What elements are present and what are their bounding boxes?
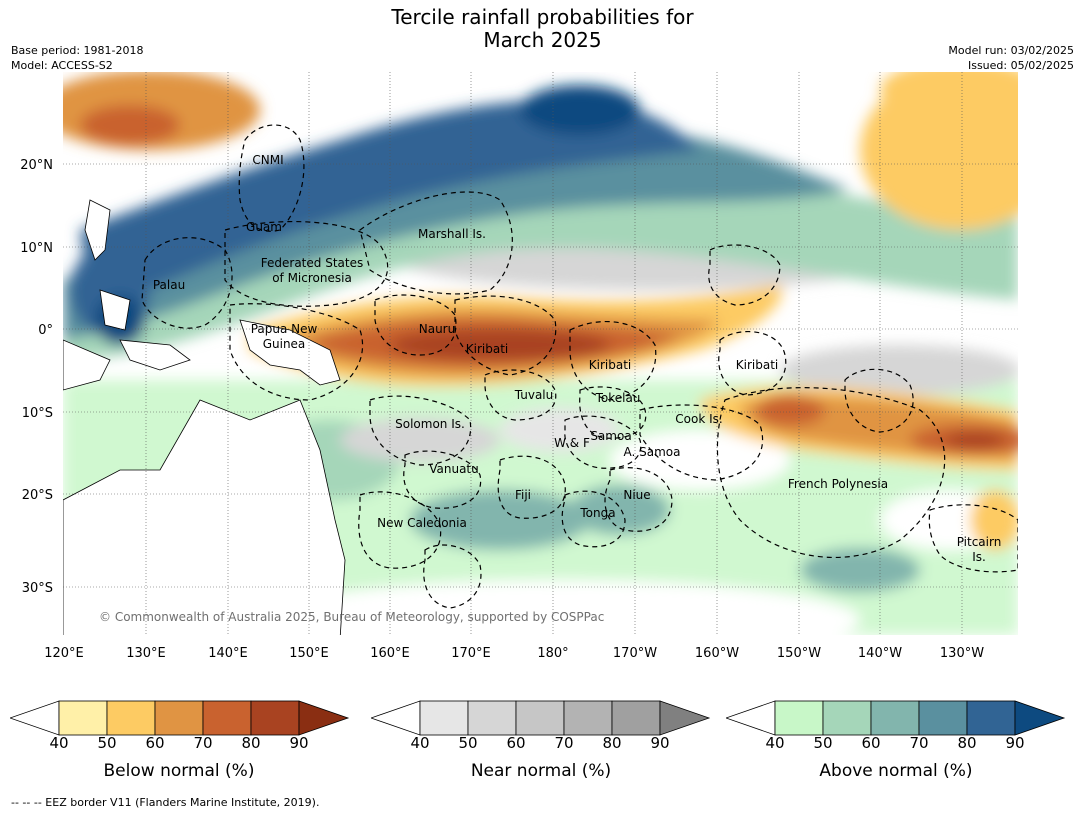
tick-label: 80 <box>957 734 977 752</box>
below-normal-colorbar <box>10 700 350 736</box>
lon-label: 150°E <box>289 646 329 661</box>
lat-label: 20°S <box>22 488 53 503</box>
longitude-labels: 120°E 130°E 140°E 150°E 160°E 170°E 180°… <box>44 646 984 661</box>
meta-right: Model run: 03/02/2025 Issued: 05/02/2025 <box>948 43 1074 73</box>
region-label: CNMI <box>252 153 283 167</box>
tick-label: 50 <box>458 734 478 752</box>
gridlines <box>63 72 1018 635</box>
lat-label: 0° <box>38 323 53 338</box>
lat-label: 20°N <box>20 158 53 173</box>
tick-label: 60 <box>145 734 165 752</box>
tick-label: 80 <box>602 734 622 752</box>
model-text: Model: ACCESS-S2 <box>11 59 113 72</box>
region-label: Fiji <box>515 488 531 502</box>
region-label: Nauru <box>419 322 455 336</box>
tick-label: 60 <box>506 734 526 752</box>
region-label: Niue <box>623 488 650 502</box>
lat-label: 10°S <box>22 406 53 421</box>
base-period-text: Base period: 1981-2018 <box>11 44 144 57</box>
region-label: Pitcairn <box>957 535 1002 549</box>
region-label: Vanuatu <box>429 462 479 476</box>
lon-label: 180° <box>537 646 568 661</box>
region-label: Palau <box>153 278 185 292</box>
copyright-credit: © Commonwealth of Australia 2025, Bureau… <box>99 610 604 624</box>
lat-label: 10°N <box>20 241 53 256</box>
region-label: Guinea <box>263 337 306 351</box>
tick-label: 60 <box>861 734 881 752</box>
region-label: Guam <box>246 220 282 234</box>
region-label: French Polynesia <box>788 477 888 491</box>
region-label: Papua New <box>251 322 318 336</box>
lon-label: 160°E <box>370 646 410 661</box>
lon-label: 140°W <box>858 646 902 661</box>
title-line-1: Tercile rainfall probabilities for <box>391 5 694 29</box>
above-normal-colorbar <box>726 700 1066 736</box>
region-label: Solomon Is. <box>395 417 465 431</box>
region-label: Kiribati <box>736 358 778 372</box>
lon-label: 170°W <box>613 646 657 661</box>
eez-borders <box>141 124 1018 609</box>
lon-label: 130°W <box>940 646 984 661</box>
lon-label: 140°E <box>208 646 248 661</box>
eez-footnote: -- -- -- EEZ border V11 (Flanders Marine… <box>11 796 320 809</box>
region-label: Tonga <box>579 506 615 520</box>
region-label: of Micronesia <box>272 271 352 285</box>
region-label: Cook Is. <box>675 412 722 426</box>
issued-text: Issued: 05/02/2025 <box>967 59 1074 72</box>
region-label: New Caledonia <box>377 516 467 530</box>
region-label: Tokelau <box>595 391 641 405</box>
tick-label: 70 <box>909 734 929 752</box>
region-label: Kiribati <box>589 358 631 372</box>
tick-label: 90 <box>289 734 309 752</box>
region-labels: CNMI Guam Marshall Is. Federated States … <box>153 153 1001 564</box>
region-label: Kiribati <box>466 342 508 356</box>
region-label: W & F <box>554 436 590 450</box>
tick-label: 40 <box>49 734 69 752</box>
tick-label: 40 <box>765 734 785 752</box>
region-label: A. Samoa <box>624 445 681 459</box>
tick-label: 50 <box>813 734 833 752</box>
near-normal-colorbar <box>371 700 711 736</box>
latitude-labels: 20°N 10°N 0° 10°S 20°S 30°S <box>20 158 53 596</box>
above-normal-label: Above normal (%) <box>819 761 973 781</box>
tick-label: 80 <box>241 734 261 752</box>
lon-label: 160°W <box>695 646 739 661</box>
lon-label: 130°E <box>126 646 166 661</box>
title-line-2: March 2025 <box>483 28 602 52</box>
tick-label: 70 <box>554 734 574 752</box>
tick-label: 40 <box>410 734 430 752</box>
rainfall-probability-map: 20°N 10°N 0° 10°S 20°S 30°S 120°E 130°E … <box>20 72 1018 661</box>
tick-label: 90 <box>650 734 670 752</box>
tick-label: 70 <box>193 734 213 752</box>
model-run-text: Model run: 03/02/2025 <box>948 44 1074 57</box>
tick-label: 50 <box>97 734 117 752</box>
land-outlines <box>63 199 346 635</box>
region-label: Is. <box>972 550 986 564</box>
lat-label: 30°S <box>22 581 53 596</box>
near-normal-label: Near normal (%) <box>470 761 612 781</box>
map-title: Tercile rainfall probabilities for March… <box>0 6 1085 52</box>
region-label: Tuvalu <box>514 388 554 402</box>
region-label: Federated States <box>261 256 363 270</box>
lon-label: 120°E <box>44 646 84 661</box>
meta-left: Base period: 1981-2018 Model: ACCESS-S2 <box>11 43 143 73</box>
region-label: Marshall Is. <box>418 227 486 241</box>
lon-label: 170°E <box>451 646 491 661</box>
below-normal-label: Below normal (%) <box>103 761 255 781</box>
tick-label: 90 <box>1005 734 1025 752</box>
lon-label: 150°W <box>777 646 821 661</box>
region-label: Samoa <box>590 429 631 443</box>
